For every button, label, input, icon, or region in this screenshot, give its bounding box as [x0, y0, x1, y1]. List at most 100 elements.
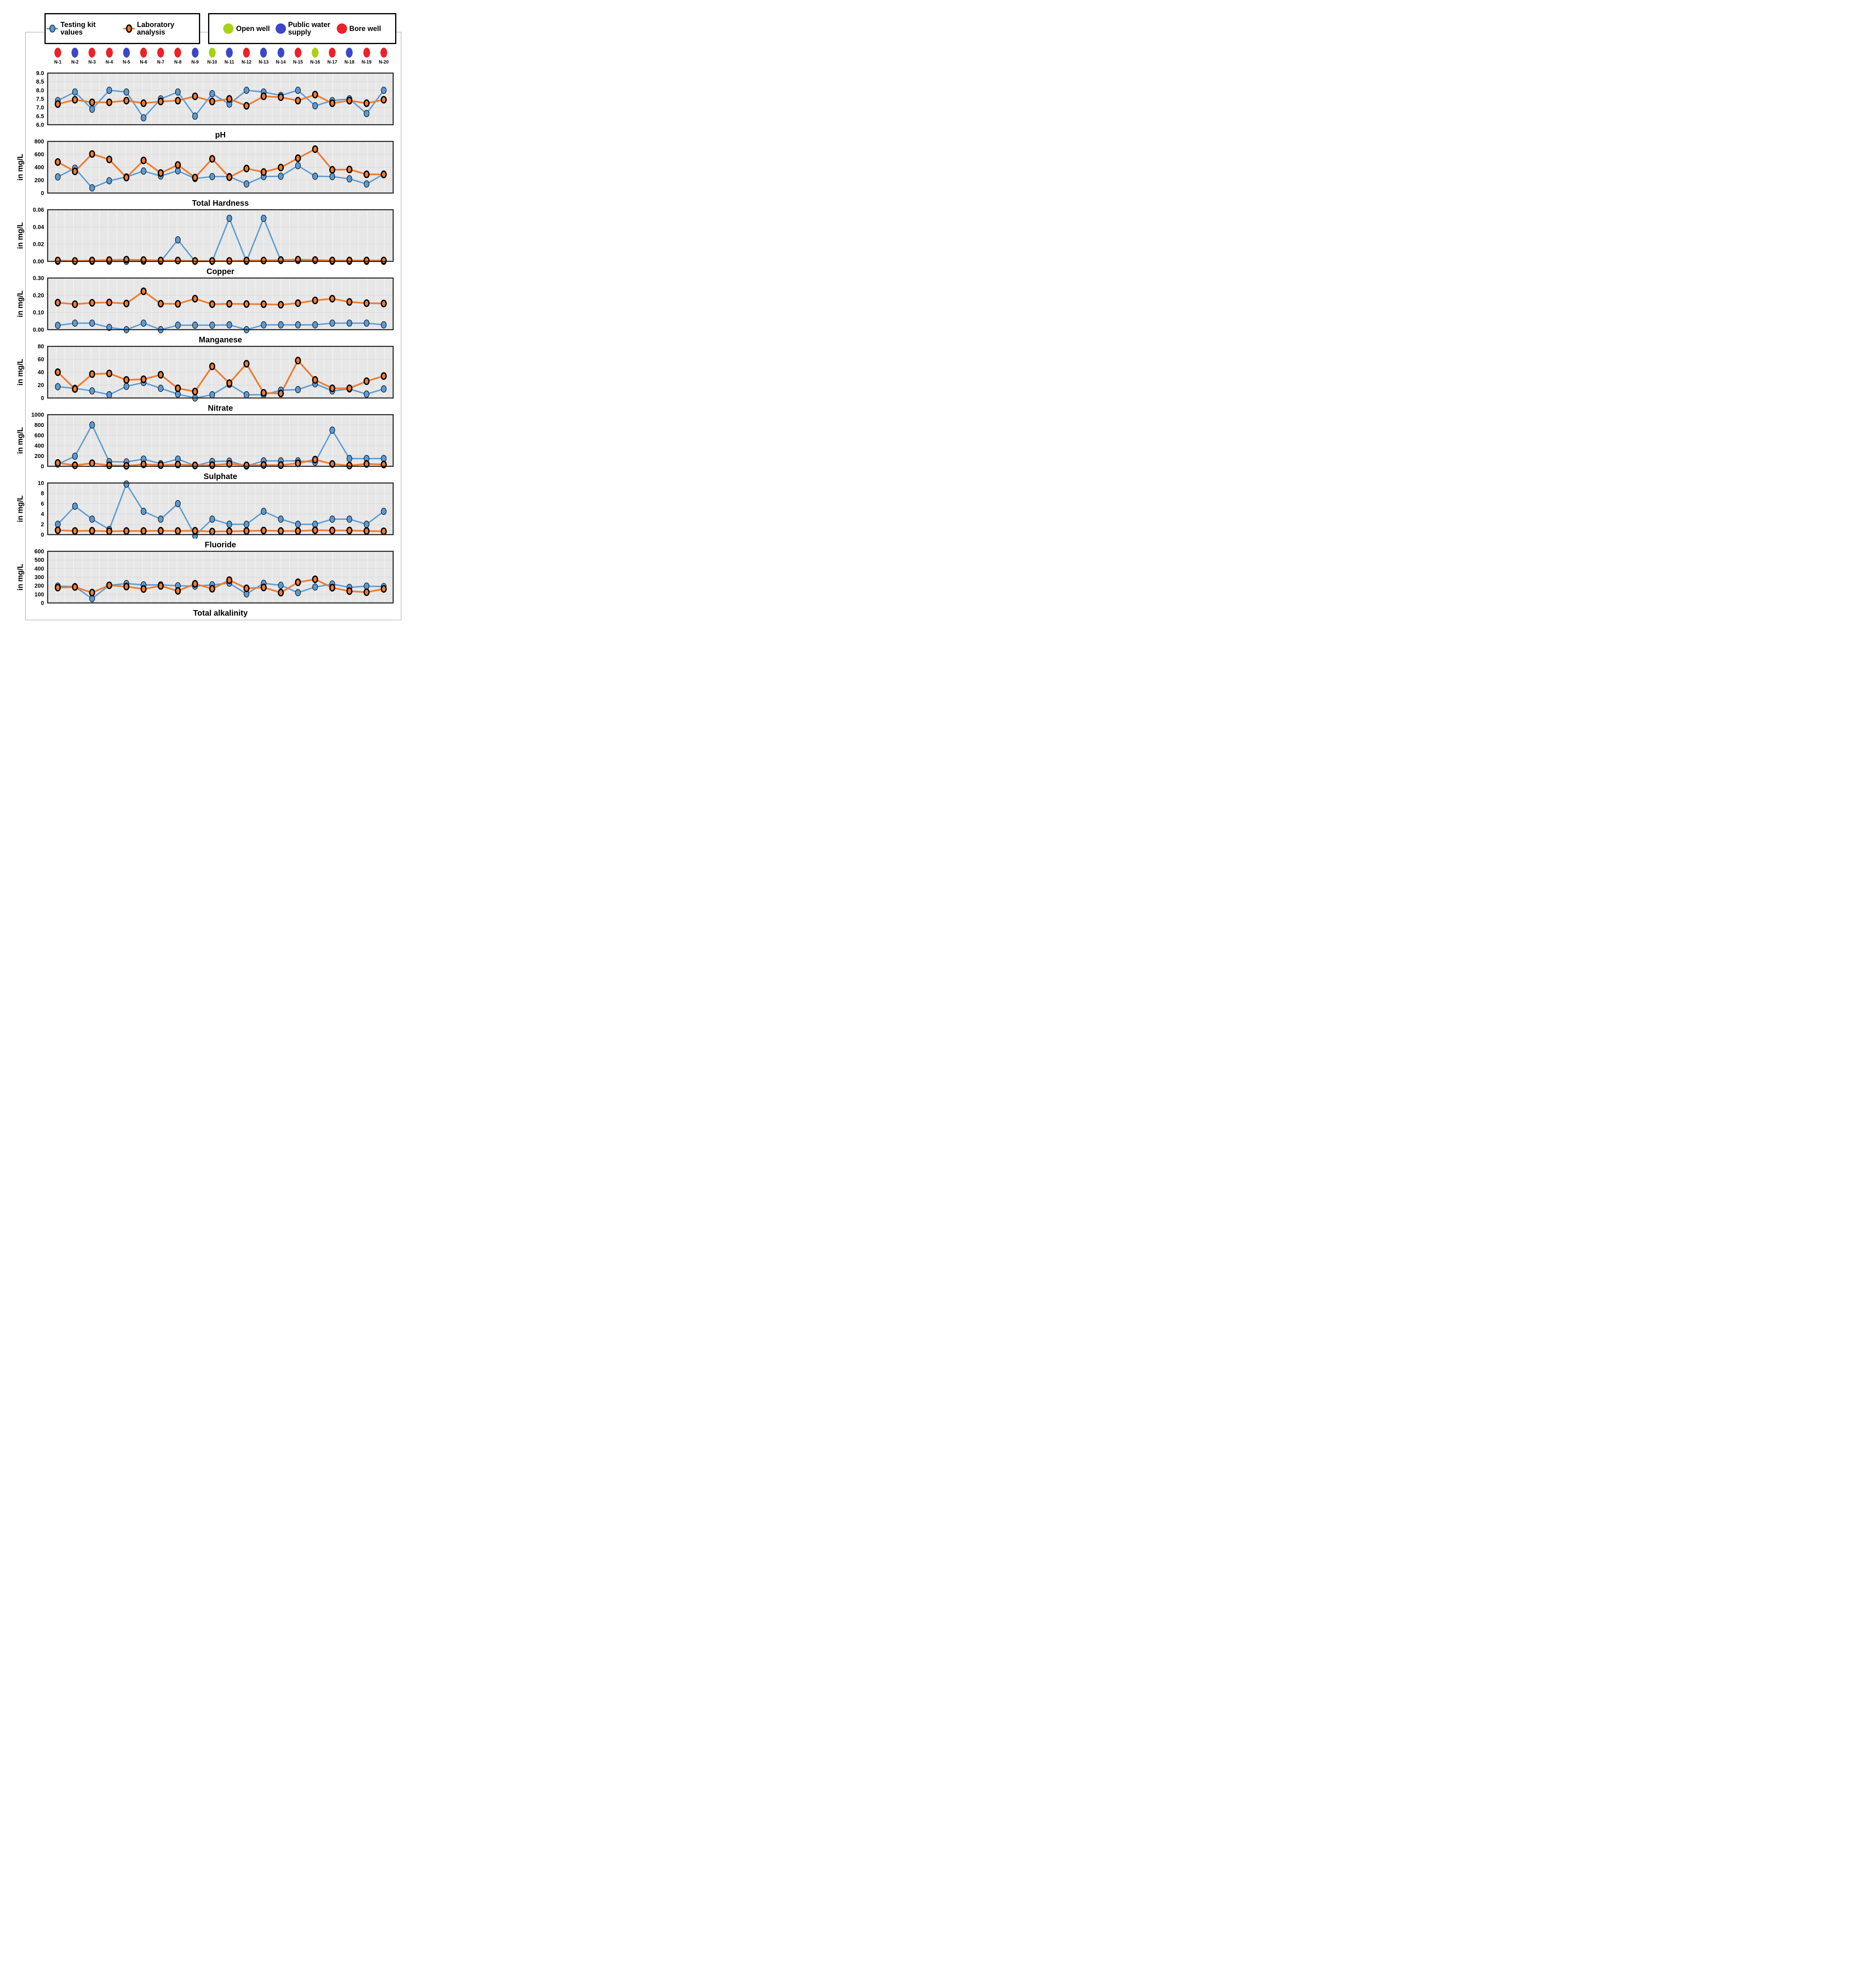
data-point-testing-kit-N-6: [141, 114, 147, 122]
data-point-laboratory-N-7: [158, 299, 164, 308]
data-point-testing-kit-N-12: [243, 391, 249, 398]
y-tick-label: 6.5: [36, 113, 44, 120]
y-tick-label: 400: [35, 164, 44, 171]
data-point-testing-kit-N-9: [192, 112, 198, 120]
data-point-laboratory-N-16: [312, 296, 318, 304]
chart-title-total-hardness: Total Hardness: [192, 199, 249, 208]
y-tick-label: 800: [35, 422, 44, 429]
chart-title-manganese: Manganese: [199, 336, 242, 344]
site-label-N-3: N-3: [88, 60, 96, 65]
data-point-testing-kit-N-4: [106, 324, 112, 331]
data-point-laboratory-N-1: [54, 583, 61, 592]
data-point-laboratory-N-12: [243, 300, 250, 308]
data-point-laboratory-N-17: [329, 384, 336, 392]
open-well-legend-label: Open well: [236, 24, 270, 33]
data-point-testing-kit-N-14: [278, 321, 284, 328]
data-point-testing-kit-N-4: [106, 87, 112, 94]
data-point-laboratory-N-4: [106, 369, 112, 377]
site-label-N-15: N-15: [293, 60, 303, 65]
data-point-laboratory-N-18: [346, 587, 353, 595]
y-tick-label: 8.5: [36, 79, 44, 85]
data-point-laboratory-N-1: [54, 257, 61, 265]
data-point-testing-kit-N-7: [158, 516, 164, 523]
site-label-N-4: N-4: [105, 60, 113, 65]
data-point-testing-kit-N-13: [261, 508, 266, 515]
y-tick-label: 0.00: [33, 259, 44, 265]
series-line-testing-kit: [58, 382, 384, 399]
plot-border: [47, 72, 394, 126]
data-point-laboratory-N-10: [209, 461, 215, 469]
data-point-testing-kit-N-5: [124, 88, 129, 96]
y-tick-label: 0.04: [33, 224, 44, 230]
site-dot-N-7-bore-well: [157, 48, 164, 58]
chart-panel-total-hardness: 0 200 400 600 800 in mg/L Total Hardness: [0, 138, 416, 208]
data-point-laboratory-N-4: [106, 155, 112, 164]
data-point-testing-kit-N-8: [175, 88, 181, 96]
data-point-testing-kit-N-15: [295, 589, 301, 596]
data-point-laboratory-N-18: [346, 257, 353, 265]
y-tick-label: 600: [35, 549, 44, 555]
site-dot-N-11-public-water-supply: [226, 48, 233, 58]
data-point-laboratory-N-13: [261, 526, 267, 535]
data-point-laboratory-N-14: [278, 589, 284, 597]
chart-panel-total-alkalinity: 0 100 200 300 400 500 600 in mg/L Total alkalini…: [0, 548, 416, 618]
chart-svg-copper: 0.00 0.02 0.04 0.06 in mg/L: [16, 207, 394, 265]
data-point-laboratory-N-2: [72, 300, 78, 308]
site-label-N-16: N-16: [310, 60, 320, 65]
data-point-laboratory-N-6: [140, 287, 147, 295]
data-point-laboratory-N-17: [329, 99, 336, 107]
y-tick-label: 0.06: [33, 207, 44, 213]
data-point-laboratory-N-15: [295, 578, 301, 586]
data-point-laboratory-N-4: [106, 462, 112, 469]
data-point-laboratory-N-9: [192, 174, 198, 182]
legend-item-open-well: Open well: [223, 23, 270, 34]
data-point-laboratory-N-8: [175, 527, 181, 535]
data-point-laboratory-N-12: [243, 462, 250, 469]
data-point-laboratory-N-4: [106, 256, 112, 264]
data-point-testing-kit-N-2: [72, 319, 78, 327]
data-point-laboratory-N-9: [192, 462, 198, 469]
bore-well-legend-label: Bore well: [349, 24, 381, 33]
data-point-laboratory-N-2: [72, 167, 78, 176]
site-dot-N-4-bore-well: [106, 48, 113, 58]
y-tick-label: 300: [35, 574, 44, 581]
data-point-testing-kit-N-20: [381, 508, 387, 515]
chart-title-nitrate: Nitrate: [208, 404, 233, 413]
y-tick-label: 10: [38, 480, 44, 487]
data-point-laboratory-N-6: [140, 585, 147, 593]
data-point-testing-kit-N-5: [124, 480, 129, 488]
site-dot-N-2-public-water-supply: [71, 48, 79, 58]
chart-title-total-alkalinity: Total alkalinity: [193, 609, 248, 618]
data-point-laboratory-N-19: [363, 588, 370, 596]
data-point-laboratory-N-12: [243, 257, 250, 265]
data-point-laboratory-N-4: [106, 581, 112, 589]
data-point-laboratory-N-11: [226, 527, 233, 535]
site-dot-N-13-public-water-supply: [260, 48, 267, 58]
data-point-laboratory-N-20: [380, 372, 387, 380]
data-point-testing-kit-N-11: [226, 321, 232, 328]
y-tick-label: 200: [35, 178, 44, 184]
data-point-testing-kit-N-11: [226, 521, 232, 528]
data-point-laboratory-N-20: [380, 257, 387, 265]
y-tick-label: 8.0: [36, 87, 44, 94]
data-point-testing-kit-N-15: [295, 87, 301, 94]
site-label-N-14: N-14: [276, 60, 286, 65]
data-point-laboratory-N-11: [226, 95, 233, 103]
site-dot-N-18-public-water-supply: [346, 48, 353, 58]
y-tick-label: 800: [35, 139, 44, 145]
data-point-laboratory-N-19: [363, 527, 370, 535]
y-tick-label: 80: [38, 344, 44, 350]
data-point-testing-kit-N-18: [346, 455, 352, 462]
plot-border: [47, 414, 394, 467]
data-point-laboratory-N-14: [278, 527, 284, 535]
y-tick-label: 7.5: [36, 96, 44, 102]
site-dot-N-17-bore-well: [329, 48, 336, 58]
data-point-testing-kit-N-2: [72, 502, 78, 510]
y-axis-label: in mg/L: [16, 427, 25, 454]
data-point-testing-kit-N-1: [55, 322, 61, 329]
y-tick-label: 600: [35, 433, 44, 439]
data-point-laboratory-N-8: [175, 161, 181, 169]
data-point-testing-kit-N-4: [106, 177, 112, 185]
data-point-laboratory-N-11: [226, 460, 233, 468]
y-axis-label: in mg/L: [16, 154, 25, 181]
